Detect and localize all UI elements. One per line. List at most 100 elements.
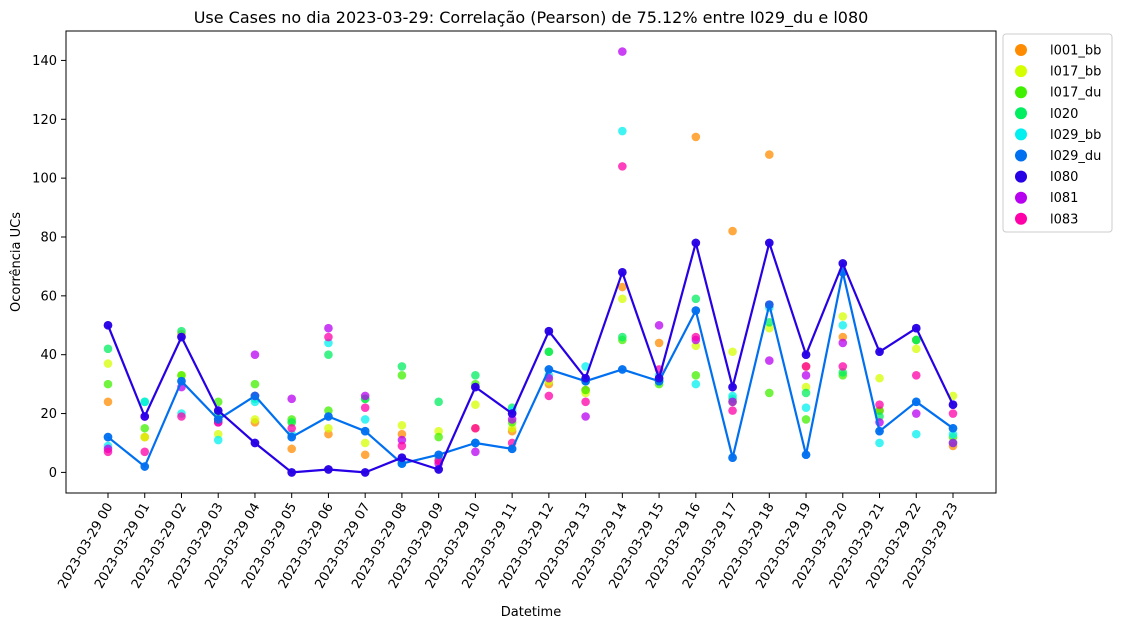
point-l017-bb — [360, 438, 370, 448]
line-point-l080 — [948, 400, 958, 410]
point-l020 — [103, 344, 113, 354]
point-l081 — [471, 447, 480, 457]
line-point-l080 — [838, 259, 848, 268]
point-l083 — [948, 409, 958, 418]
line-point-l029-du — [140, 462, 150, 471]
point-l083 — [287, 423, 296, 433]
point-l029-bb — [801, 403, 811, 412]
line-point-l029-du — [544, 365, 554, 374]
point-l020 — [838, 368, 848, 377]
point-l083 — [324, 332, 333, 342]
point-l020 — [177, 326, 186, 336]
point-l017-bb — [324, 423, 333, 433]
line-group-l080 — [103, 238, 958, 477]
legend-item-l080: l080 — [1015, 170, 1078, 185]
line-point-l080 — [250, 438, 260, 448]
legend-label: l080 — [1050, 170, 1078, 185]
point-l017-bb — [397, 421, 407, 430]
plot-area — [103, 47, 958, 477]
point-l017-du — [324, 406, 333, 415]
point-l017-du — [434, 432, 443, 442]
point-l029-bb — [360, 415, 370, 424]
point-l001-bb — [324, 429, 333, 439]
legend-frame — [1002, 33, 1113, 233]
line-point-l080 — [140, 412, 150, 421]
point-l017-du — [581, 385, 590, 395]
line-point-l029-du — [360, 426, 370, 436]
point-l083 — [691, 332, 701, 342]
point-l017-bb — [765, 323, 774, 333]
line-point-l080 — [324, 465, 333, 474]
point-l029-bb — [838, 320, 848, 330]
point-l017-bb — [471, 400, 480, 410]
point-l001-bb — [838, 332, 848, 342]
legend-item-l083: l083 — [1015, 212, 1078, 227]
point-l081 — [324, 323, 333, 333]
point-l017-bb — [618, 294, 627, 304]
legend-item-l020: l020 — [1015, 107, 1078, 122]
line-point-l029-du — [250, 391, 260, 401]
point-l020 — [287, 418, 296, 427]
line-point-l029-du — [875, 426, 884, 436]
legend-item-l029-du: l029_du — [1015, 149, 1101, 164]
point-l020 — [801, 388, 811, 398]
line-point-l029-du — [618, 365, 627, 374]
line-point-l029-du — [434, 450, 443, 460]
y-axis-title: Ocorrência UCs — [9, 212, 24, 312]
point-l081 — [287, 394, 296, 404]
legend-item-l017-du: l017_du — [1015, 86, 1101, 101]
legend-marker — [1015, 149, 1027, 162]
point-l081 — [618, 47, 627, 56]
point-l017-du — [250, 379, 260, 389]
point-l083 — [838, 362, 848, 371]
series-l083 — [103, 162, 958, 465]
x-axis-title: Datetime — [501, 605, 561, 620]
point-l083 — [618, 162, 627, 171]
point-l029-bb — [618, 126, 627, 136]
line-point-l080 — [654, 373, 664, 383]
line-point-l080 — [397, 453, 407, 462]
line-point-l029-du — [213, 415, 223, 424]
point-l017-bb — [103, 359, 113, 368]
legend-marker — [1015, 65, 1027, 78]
point-l001-bb — [360, 450, 370, 460]
point-l001-bb — [618, 282, 627, 292]
line-point-l080 — [434, 465, 443, 474]
point-l083 — [801, 362, 811, 371]
legend-marker — [1015, 86, 1027, 99]
point-l081 — [728, 397, 737, 407]
line-point-l080 — [765, 238, 774, 248]
y-tick-label: 80 — [40, 230, 57, 245]
point-l017-du — [691, 370, 701, 380]
point-l001-bb — [287, 444, 296, 454]
point-l081 — [838, 338, 848, 348]
point-l001-bb — [397, 429, 407, 439]
point-l017-bb — [140, 432, 150, 442]
point-l029-bb — [213, 435, 223, 445]
legend-label: l017_bb — [1050, 65, 1101, 80]
line-point-l029-du — [103, 432, 113, 442]
point-l029-bb — [948, 429, 958, 439]
line-point-l029-du — [397, 459, 407, 468]
legend-label: l029_bb — [1050, 128, 1101, 143]
point-l083 — [875, 400, 884, 410]
point-l081 — [654, 320, 664, 330]
point-l017-du — [140, 423, 150, 433]
y-tick-label: 0 — [49, 466, 57, 481]
line-point-l080 — [177, 332, 186, 342]
point-l017-bb — [838, 312, 848, 321]
point-l081 — [948, 438, 958, 448]
legend-label: l017_du — [1050, 86, 1101, 101]
y-tick-label: 140 — [32, 54, 57, 69]
point-l020 — [471, 370, 480, 380]
legend-marker — [1015, 128, 1027, 141]
point-l081 — [250, 350, 260, 359]
point-l029-bb — [140, 397, 150, 407]
line-point-l029-du — [911, 397, 921, 407]
point-l083 — [911, 370, 921, 380]
line-point-l029-du — [287, 432, 296, 442]
line-point-l029-du — [324, 412, 333, 421]
point-l001-bb — [765, 150, 774, 159]
point-l029-bb — [324, 338, 333, 348]
